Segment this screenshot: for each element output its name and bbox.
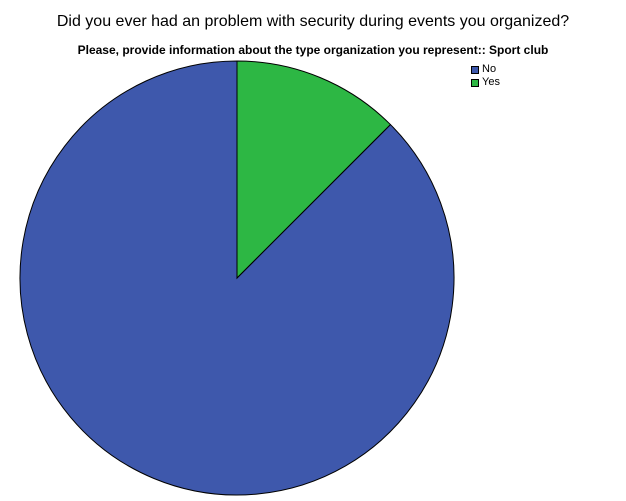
legend-item-yes: Yes <box>471 76 500 89</box>
chart-title: Did you ever had an problem with securit… <box>56 13 570 30</box>
legend-label-yes: Yes <box>482 76 500 88</box>
legend-label-no: No <box>482 63 497 75</box>
legend-item-no: No <box>471 63 500 76</box>
pie-slice-yes <box>236 60 392 280</box>
legend-swatch-no <box>471 65 479 74</box>
chart-legend: No Yes <box>471 63 500 89</box>
chart-subtitle: Please, provide information about the ty… <box>77 43 549 57</box>
legend-swatch-yes <box>471 78 479 87</box>
